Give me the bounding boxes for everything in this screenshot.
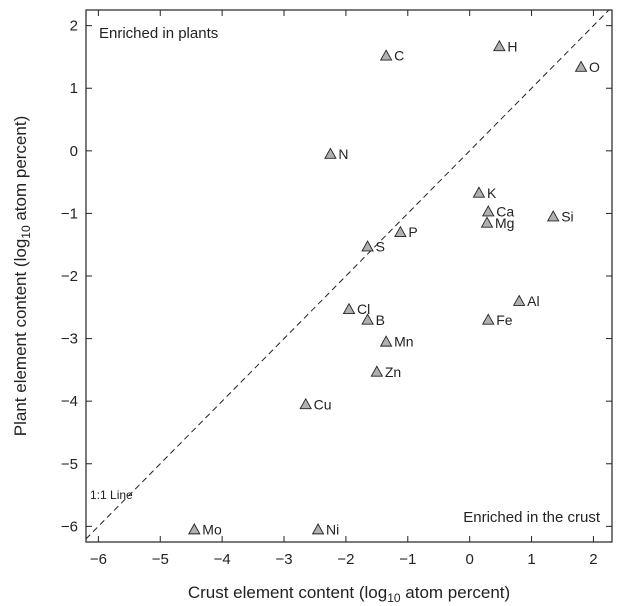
x-tick-label: −5	[152, 551, 169, 568]
y-tick-label: −4	[61, 393, 78, 410]
annotations: Enriched in plants Enriched in the crust	[99, 25, 601, 526]
point-label-c: C	[394, 48, 404, 64]
data-point-mo	[188, 523, 201, 535]
point-label-s: S	[376, 239, 385, 255]
y-axis-title-tail: atom percent)	[11, 116, 30, 226]
y-axis-title-subscript: 10	[19, 225, 33, 239]
x-tick-label: −4	[214, 551, 231, 568]
x-axis-title-tail: atom percent)	[401, 583, 511, 602]
x-tick-label: −1	[399, 551, 416, 568]
y-tick-label: −2	[61, 268, 78, 285]
y-tick-label: −6	[61, 518, 78, 535]
point-label-n: N	[338, 146, 348, 162]
y-axis-ticks: −6 −5 −4 −3 −2 −1 0 1 2	[61, 18, 612, 535]
point-label-cu: Cu	[314, 396, 332, 412]
point-label-h: H	[507, 38, 517, 54]
point-label-cl: Cl	[357, 301, 370, 317]
data-point-zn	[370, 365, 384, 377]
data-point-c	[379, 49, 393, 61]
one-to-one-line	[85, 9, 610, 540]
data-point-k	[472, 186, 486, 198]
point-label-ni: Ni	[326, 521, 339, 537]
x-axis-title-subscript: 10	[387, 591, 401, 605]
point-label-o: O	[589, 59, 600, 75]
data-point-mg	[480, 216, 494, 228]
data-point-o	[574, 60, 588, 72]
data-point-mn	[379, 335, 393, 347]
data-point-ni	[311, 523, 325, 535]
point-label-mn: Mn	[394, 334, 413, 350]
data-point-al	[512, 294, 526, 306]
y-tick-label: 0	[70, 143, 78, 160]
x-tick-label: −6	[90, 551, 107, 568]
plot-frame	[85, 9, 613, 543]
x-tick-label: −3	[275, 551, 292, 568]
point-label-si: Si	[561, 209, 573, 225]
plot-frame-group	[85, 9, 613, 543]
annotation-enriched-plants: Enriched in plants	[99, 25, 218, 42]
x-tick-label: 0	[465, 551, 473, 568]
point-label-k: K	[487, 185, 497, 201]
reference-line-group: 1:1 Line	[85, 9, 610, 540]
data-point-p	[394, 225, 407, 238]
y-tick-label: 2	[70, 18, 78, 35]
point-label-fe: Fe	[496, 312, 513, 328]
point-label-b: B	[376, 312, 385, 328]
data-point-n	[324, 147, 337, 159]
y-tick-label: 1	[70, 80, 78, 97]
y-tick-label: −5	[61, 456, 78, 473]
annotation-enriched-crust: Enriched in the crust	[463, 509, 601, 526]
data-point-s	[361, 240, 374, 252]
y-axis-title: Plant element content (log10 atom percen…	[11, 116, 33, 436]
data-point-h	[493, 39, 506, 52]
point-label-zn: Zn	[385, 364, 401, 380]
x-axis-ticks: −6 −5 −4 −3 −2 −1 0 1 2	[90, 10, 598, 568]
x-tick-label: 1	[527, 551, 535, 568]
x-tick-label: 2	[589, 551, 597, 568]
point-label-p: P	[408, 224, 417, 240]
data-point-fe	[481, 313, 495, 325]
data-point-si	[546, 210, 560, 222]
x-tick-label: −2	[337, 551, 354, 568]
one-to-one-line-label: 1:1 Line	[90, 488, 133, 502]
data-point-b	[361, 313, 374, 325]
data-point-cl	[342, 302, 356, 315]
point-label-ca: Ca	[496, 204, 514, 220]
data-point-ca	[481, 205, 495, 217]
point-label-mg: Mg	[495, 215, 514, 231]
y-tick-label: −1	[61, 205, 78, 222]
point-label-al: Al	[527, 293, 539, 309]
x-axis-title: Crust element content (log10 atom percen…	[188, 583, 510, 605]
y-axis-title-main: Plant element content (log	[11, 239, 30, 437]
x-axis-title-main: Crust element content (log	[188, 583, 387, 602]
y-tick-label: −3	[61, 331, 78, 348]
point-label-mo: Mo	[202, 521, 222, 537]
data-point-cu	[299, 397, 312, 410]
